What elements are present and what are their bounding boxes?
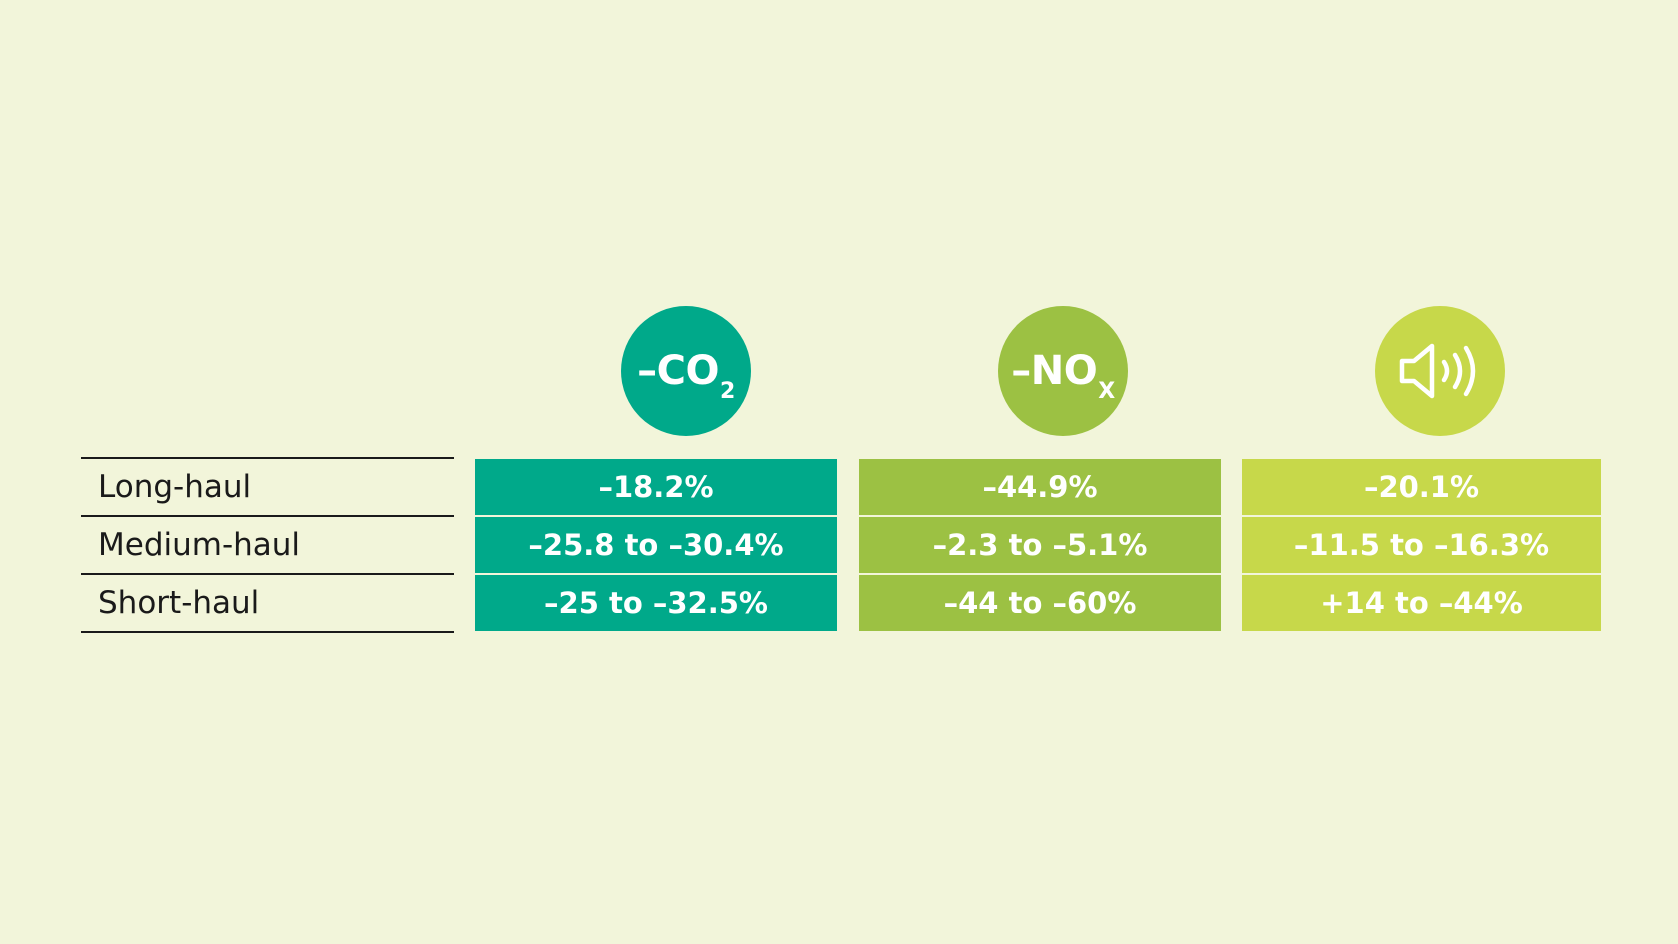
co2-cell-long-haul: –18.2% — [475, 459, 837, 517]
nox-cell-short-haul: –44 to –60% — [943, 586, 1137, 620]
nox-cell-long-haul: –44.9% — [859, 459, 1221, 517]
nox-cell-medium-haul: –2.3 to –5.1% — [859, 517, 1221, 575]
noise-cell-medium-haul: –11.5 to –16.3% — [1242, 517, 1601, 575]
nox-subscript: X — [1098, 379, 1115, 404]
nox-icon: – NO X — [998, 306, 1128, 436]
noise-cells: –20.1% –11.5 to –16.3% +14 to –44% — [1242, 459, 1601, 631]
co2-formula: – CO 2 — [637, 348, 735, 404]
co2-cell-short-haul: –25 to –32.5% — [544, 586, 768, 620]
co2-icon: – CO 2 — [621, 306, 751, 436]
co2-minus: – — [637, 348, 657, 394]
nox-minus: – — [1011, 348, 1031, 394]
noise-cell-short-haul: +14 to –44% — [1320, 586, 1523, 620]
row-label-medium-haul: Medium-haul — [81, 517, 454, 575]
nox-symbol: NO — [1030, 348, 1098, 394]
co2-cells: –18.2% –25.8 to –30.4% –25 to –32.5% — [475, 459, 837, 631]
co2-symbol: CO — [656, 348, 720, 394]
noise-cell-long-haul: –20.1% — [1242, 459, 1601, 517]
row-label-long-haul: Long-haul — [81, 459, 454, 517]
speaker-glyph — [1399, 343, 1476, 399]
speaker-icon — [1375, 306, 1505, 436]
co2-cell-medium-haul: –25.8 to –30.4% — [475, 517, 837, 575]
nox-formula: – NO X — [1011, 348, 1115, 404]
co2-subscript: 2 — [720, 379, 735, 404]
row-labels: Long-haul Medium-haul Short-haul — [81, 457, 454, 633]
nox-cells: –44.9% –2.3 to –5.1% –44 to –60% — [859, 459, 1221, 631]
row-label-short-haul: Short-haul — [81, 575, 454, 633]
